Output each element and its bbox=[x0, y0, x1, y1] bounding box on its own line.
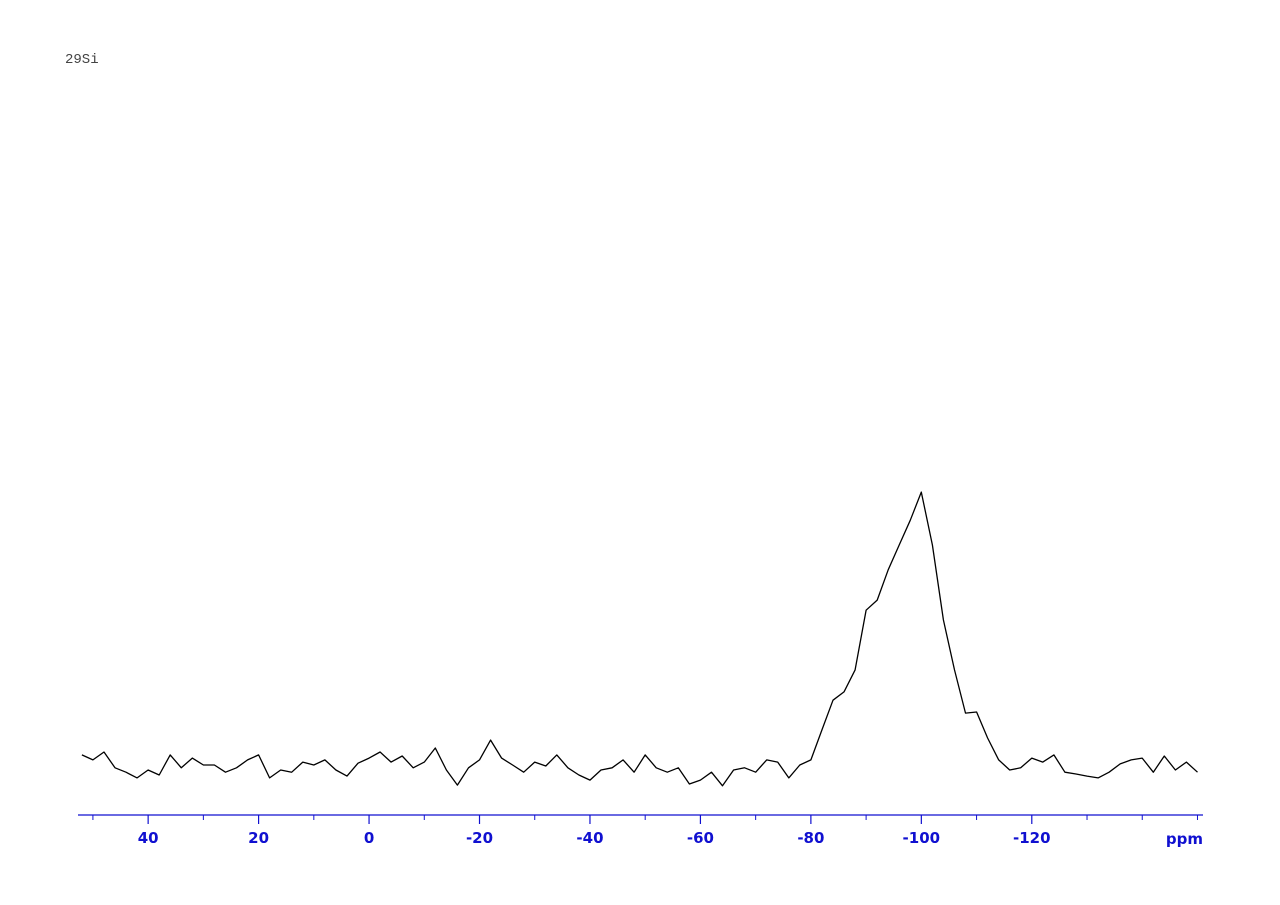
x-tick-label: -120 bbox=[1013, 829, 1051, 847]
x-tick-label: -100 bbox=[903, 829, 941, 847]
x-tick-label: -80 bbox=[797, 829, 824, 847]
chart-title: 29Si bbox=[65, 52, 99, 68]
x-tick-label: -20 bbox=[466, 829, 493, 847]
x-tick-label: -60 bbox=[687, 829, 714, 847]
x-tick-label: 0 bbox=[364, 829, 374, 847]
x-tick-label: 20 bbox=[248, 829, 269, 847]
spectrum-line bbox=[81, 491, 1198, 787]
x-tick-label: -40 bbox=[576, 829, 603, 847]
x-tick-label: 40 bbox=[138, 829, 159, 847]
x-axis-label: ppm bbox=[1166, 830, 1203, 848]
